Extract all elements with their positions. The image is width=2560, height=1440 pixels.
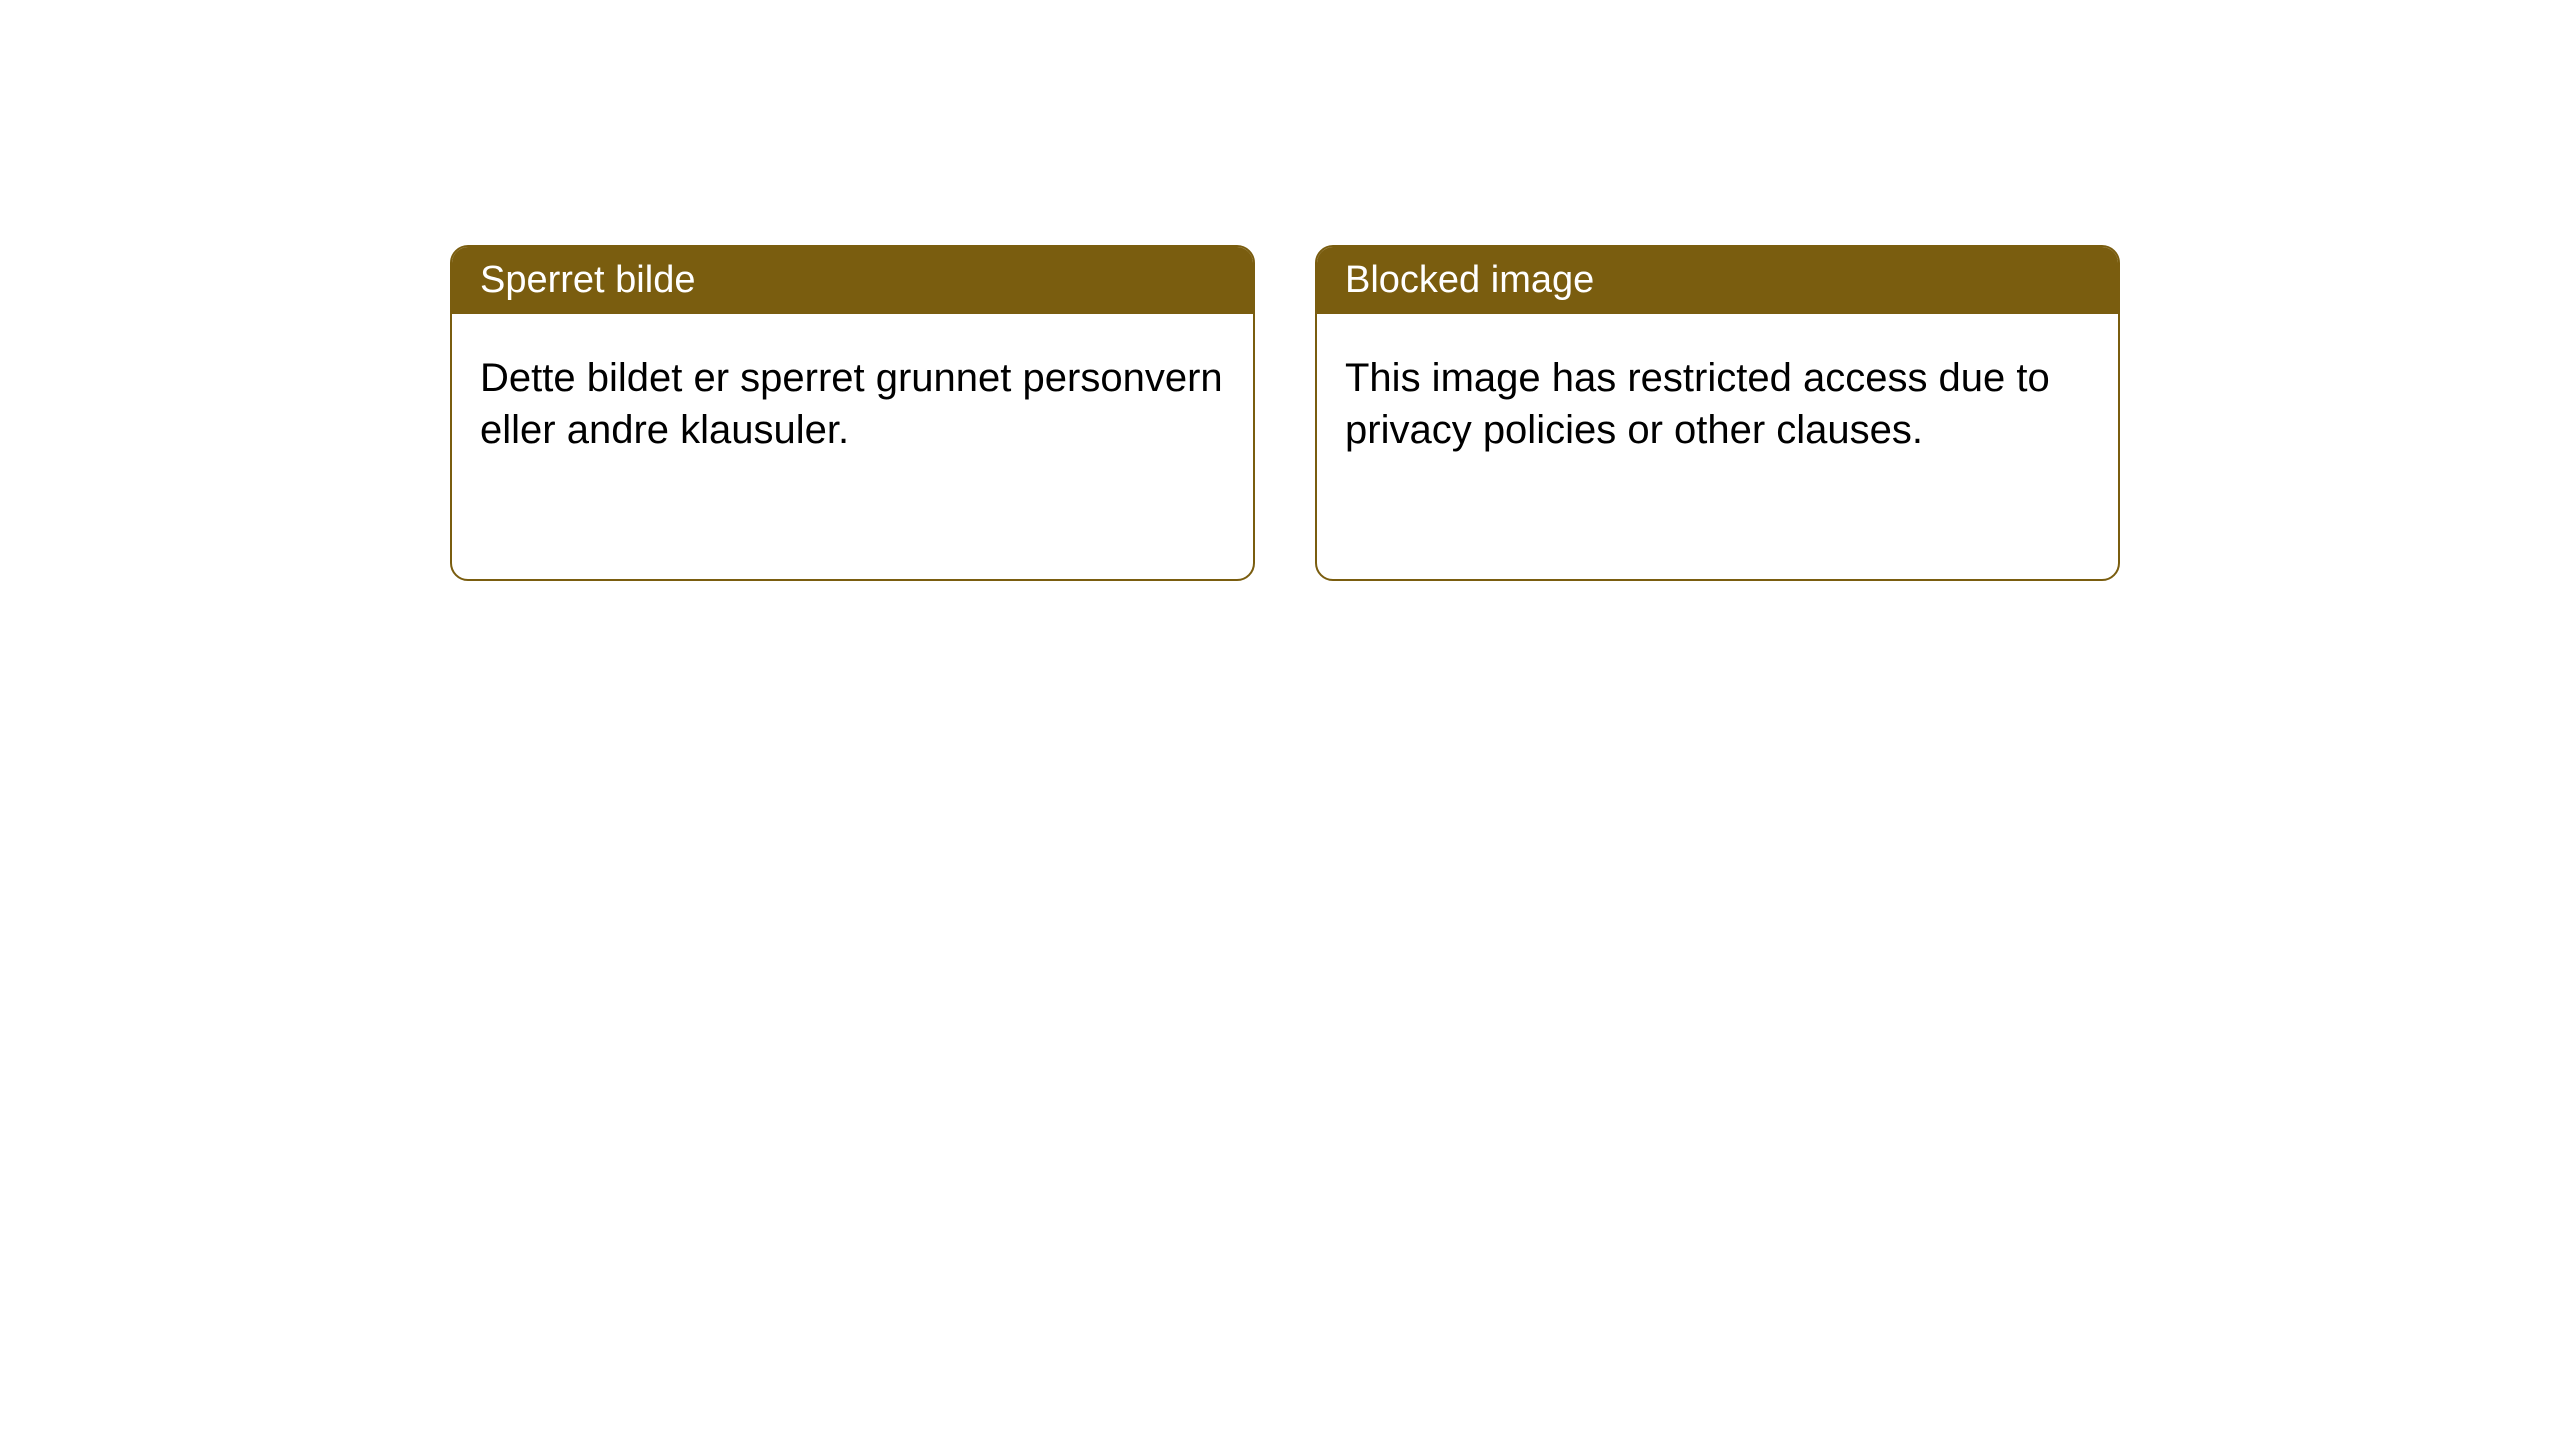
- card-body: Dette bildet er sperret grunnet personve…: [452, 314, 1253, 494]
- blocked-image-card-en: Blocked image This image has restricted …: [1315, 245, 2120, 581]
- blocked-image-card-no: Sperret bilde Dette bildet er sperret gr…: [450, 245, 1255, 581]
- card-header: Blocked image: [1317, 247, 2118, 314]
- card-body-text: Dette bildet er sperret grunnet personve…: [480, 356, 1223, 452]
- card-body: This image has restricted access due to …: [1317, 314, 2118, 494]
- card-title: Sperret bilde: [480, 259, 695, 301]
- card-header: Sperret bilde: [452, 247, 1253, 314]
- card-title: Blocked image: [1345, 259, 1594, 301]
- card-body-text: This image has restricted access due to …: [1345, 356, 2050, 452]
- cards-container: Sperret bilde Dette bildet er sperret gr…: [0, 0, 2560, 581]
